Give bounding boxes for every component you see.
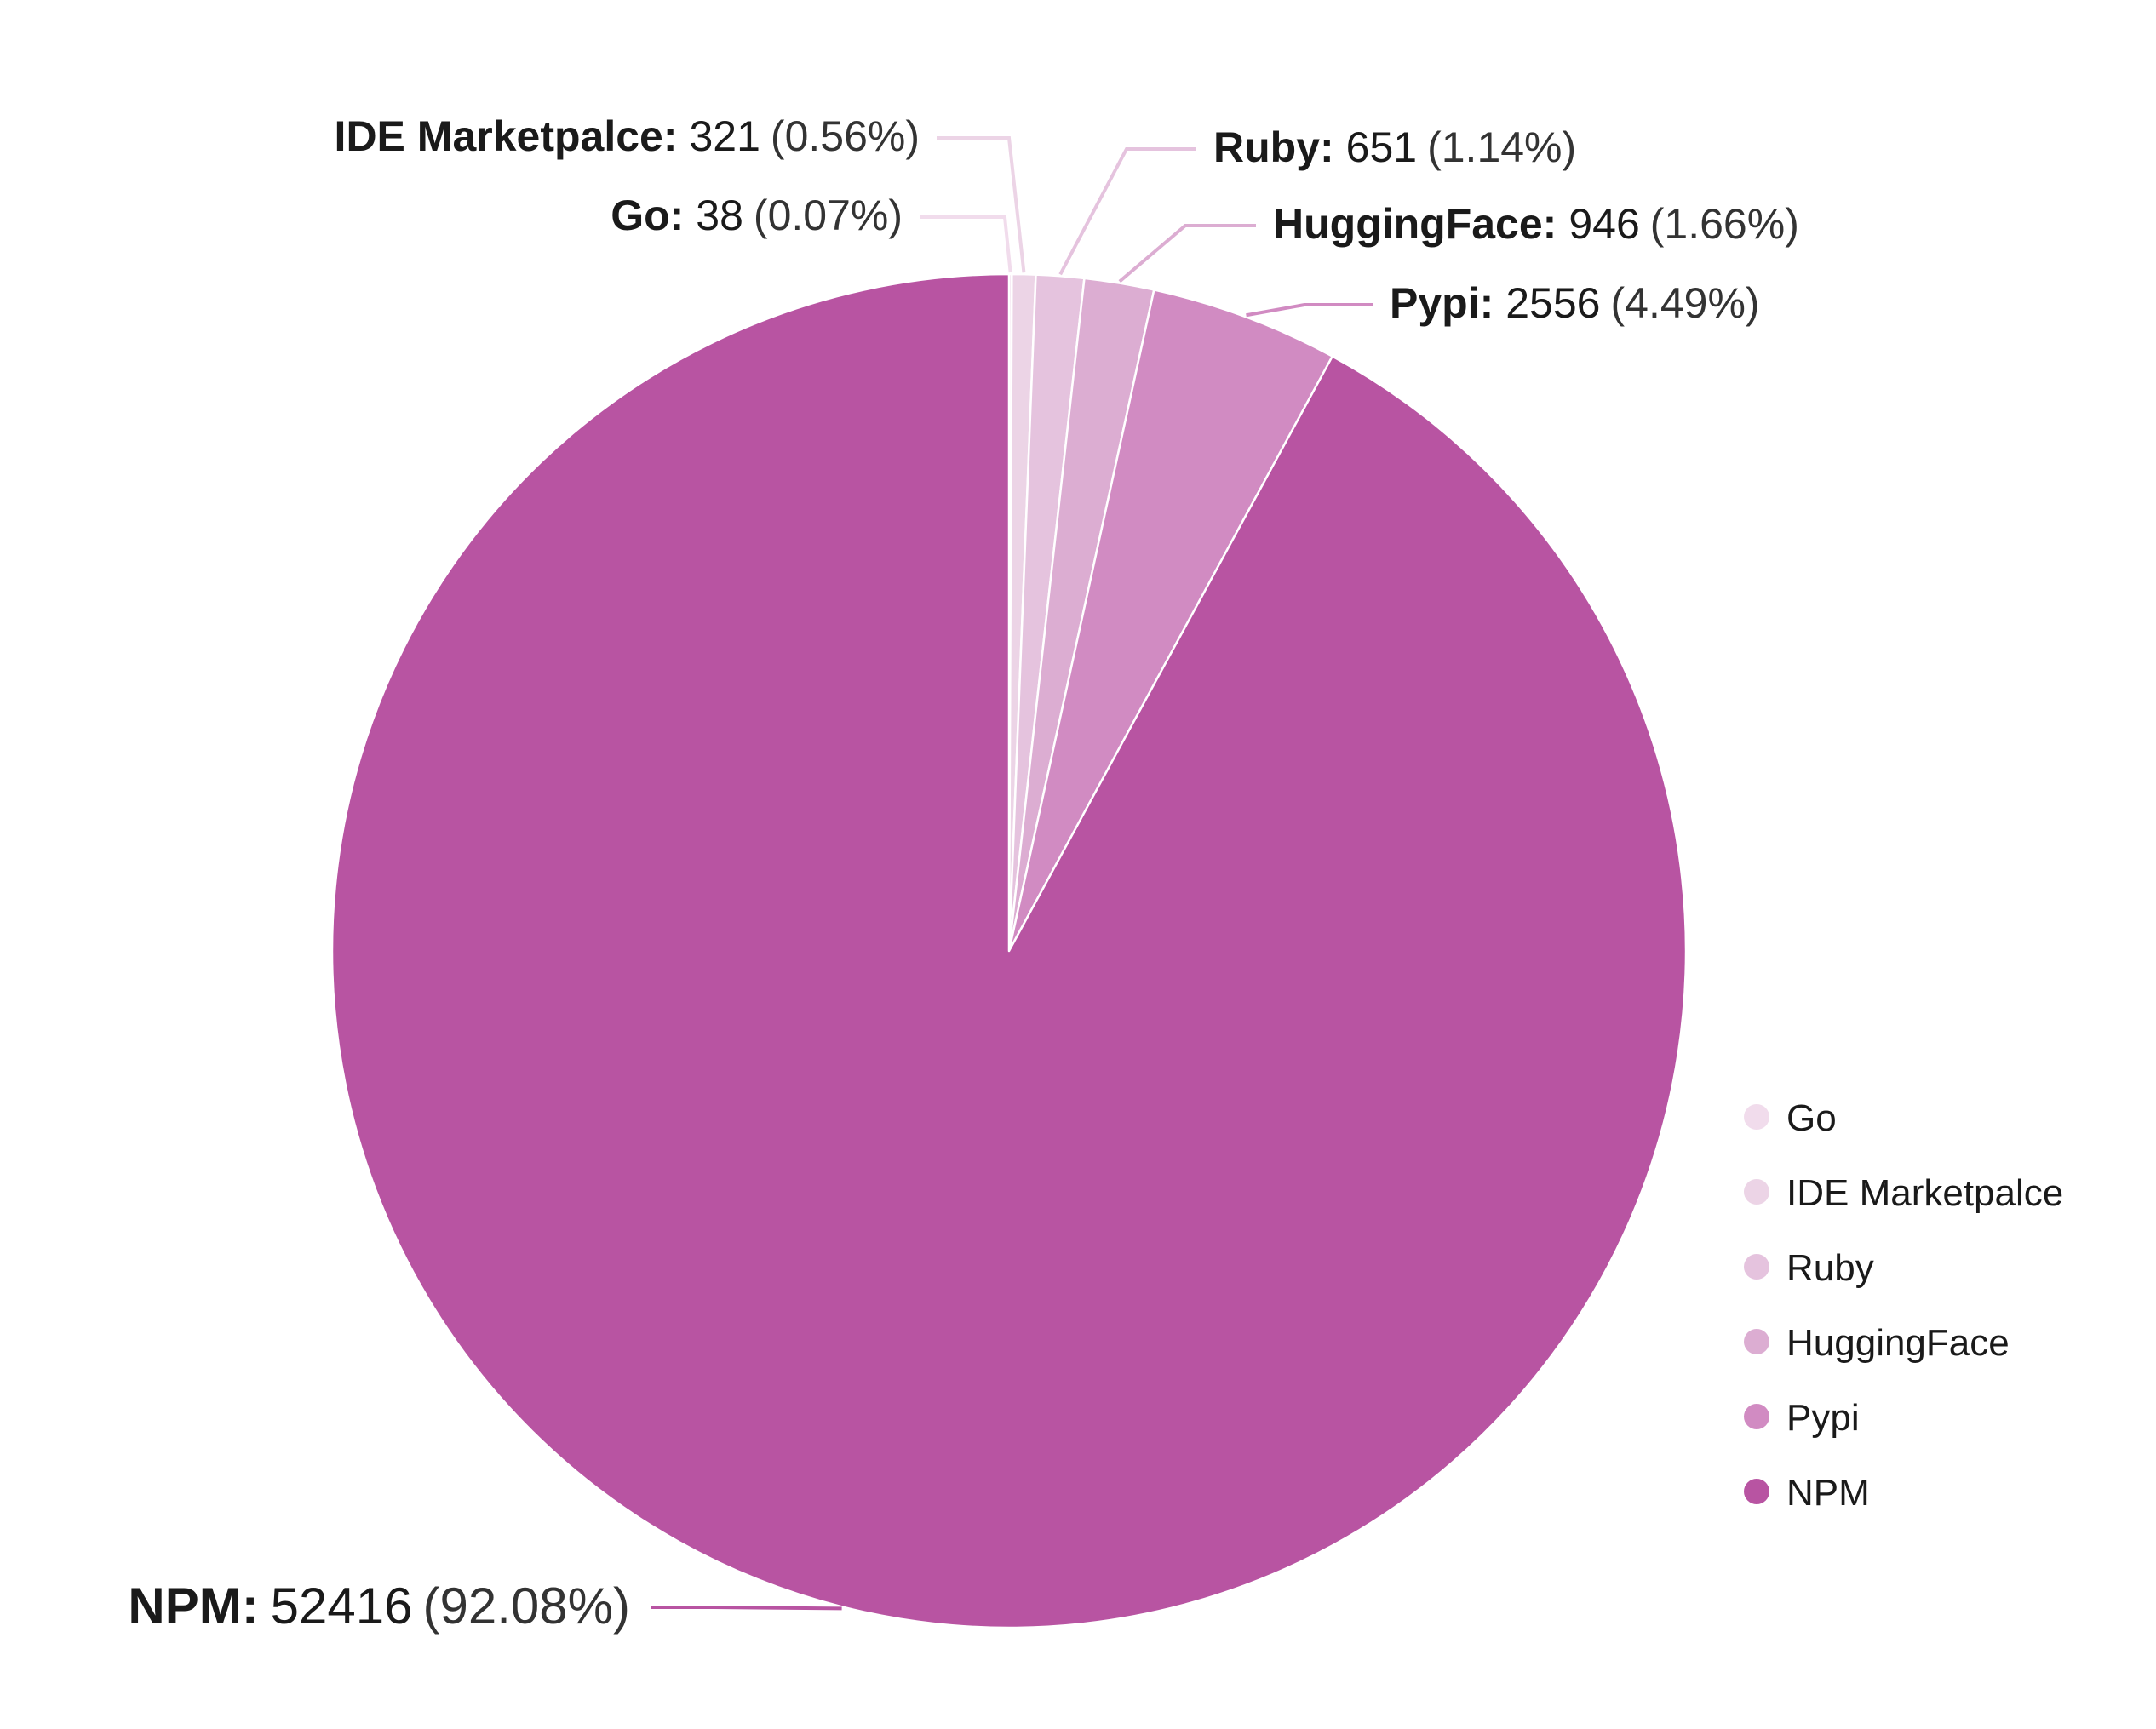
data-label-percent: (1.66%) xyxy=(1650,200,1799,248)
legend-item-pypi: Pypi xyxy=(1744,1397,1860,1439)
legend-label: Go xyxy=(1786,1097,1837,1139)
leader-line-npm xyxy=(651,1606,842,1611)
data-label-name: Ruby: xyxy=(1213,123,1334,171)
data-label-value: 946 xyxy=(1568,200,1639,248)
leader-line-go xyxy=(920,215,1012,273)
legend-marker xyxy=(1744,1104,1769,1130)
legend-item-ide-marketpalce: IDE Marketpalce xyxy=(1744,1172,2063,1214)
data-label-value: 52416 xyxy=(271,1577,413,1635)
data-label-name: HuggingFace: xyxy=(1273,200,1557,248)
data-label-percent: (4.49%) xyxy=(1610,279,1759,327)
data-label-npm: NPM: 52416 (92.08%) xyxy=(128,1577,630,1635)
data-label-huggingface: HuggingFace: 946 (1.66%) xyxy=(1273,200,1799,248)
legend-label: Ruby xyxy=(1786,1247,1874,1289)
leader-line-pypi xyxy=(1246,303,1373,318)
legend-marker xyxy=(1744,1329,1769,1354)
data-label-value: 38 xyxy=(696,192,743,239)
legend-item-npm: NPM xyxy=(1744,1472,1870,1514)
data-label-name: Pypi: xyxy=(1390,279,1494,327)
data-label-value: 2556 xyxy=(1505,279,1600,327)
data-label-value: 321 xyxy=(689,112,760,160)
pie-slice-pypi xyxy=(1007,289,1333,953)
legend-marker xyxy=(1744,1404,1769,1429)
legend-label: NPM xyxy=(1786,1472,1870,1514)
legend-marker xyxy=(1744,1179,1769,1205)
pie-slices xyxy=(330,272,1688,1629)
legend-item-go: Go xyxy=(1744,1097,1837,1139)
data-label-ide-marketpalce: IDE Marketpalce: 321 (0.56%) xyxy=(335,112,920,160)
legend-marker xyxy=(1744,1479,1769,1504)
legend-item-ruby: Ruby xyxy=(1744,1247,1874,1289)
leader-line-ide-marketpalce xyxy=(937,136,1026,273)
data-label-name: NPM: xyxy=(128,1577,258,1635)
legend-label: IDE Marketpalce xyxy=(1786,1172,2063,1214)
data-label-pypi: Pypi: 2556 (4.49%) xyxy=(1390,279,1760,327)
legend-item-huggingface: HuggingFace xyxy=(1744,1322,2010,1364)
legend-marker xyxy=(1744,1254,1769,1280)
data-label-percent: (0.56%) xyxy=(771,112,920,160)
data-label-go: Go: 38 (0.07%) xyxy=(611,192,903,239)
leader-line-ruby xyxy=(1058,147,1196,276)
data-label-percent: (1.14%) xyxy=(1427,123,1576,171)
data-label-percent: (92.08%) xyxy=(423,1577,630,1635)
data-label-percent: (0.07%) xyxy=(754,192,903,239)
legend-label: HuggingFace xyxy=(1786,1322,2010,1364)
legend: Go IDE Marketpalce Ruby HuggingFace Pypi NPM xyxy=(1744,1097,2063,1514)
data-label-value: 651 xyxy=(1346,123,1417,171)
data-label-name: IDE Marketpalce: xyxy=(335,112,678,160)
leader-line-huggingface xyxy=(1118,224,1256,283)
data-label-ruby: Ruby: 651 (1.14%) xyxy=(1213,123,1576,171)
pie-slice-npm xyxy=(330,272,1688,1629)
data-label-name: Go: xyxy=(611,192,684,239)
slice-labels: Go: 38 (0.07%) IDE Marketpalce: 321 (0.56%) Ru… xyxy=(128,112,1798,1635)
legend-label: Pypi xyxy=(1786,1397,1860,1439)
